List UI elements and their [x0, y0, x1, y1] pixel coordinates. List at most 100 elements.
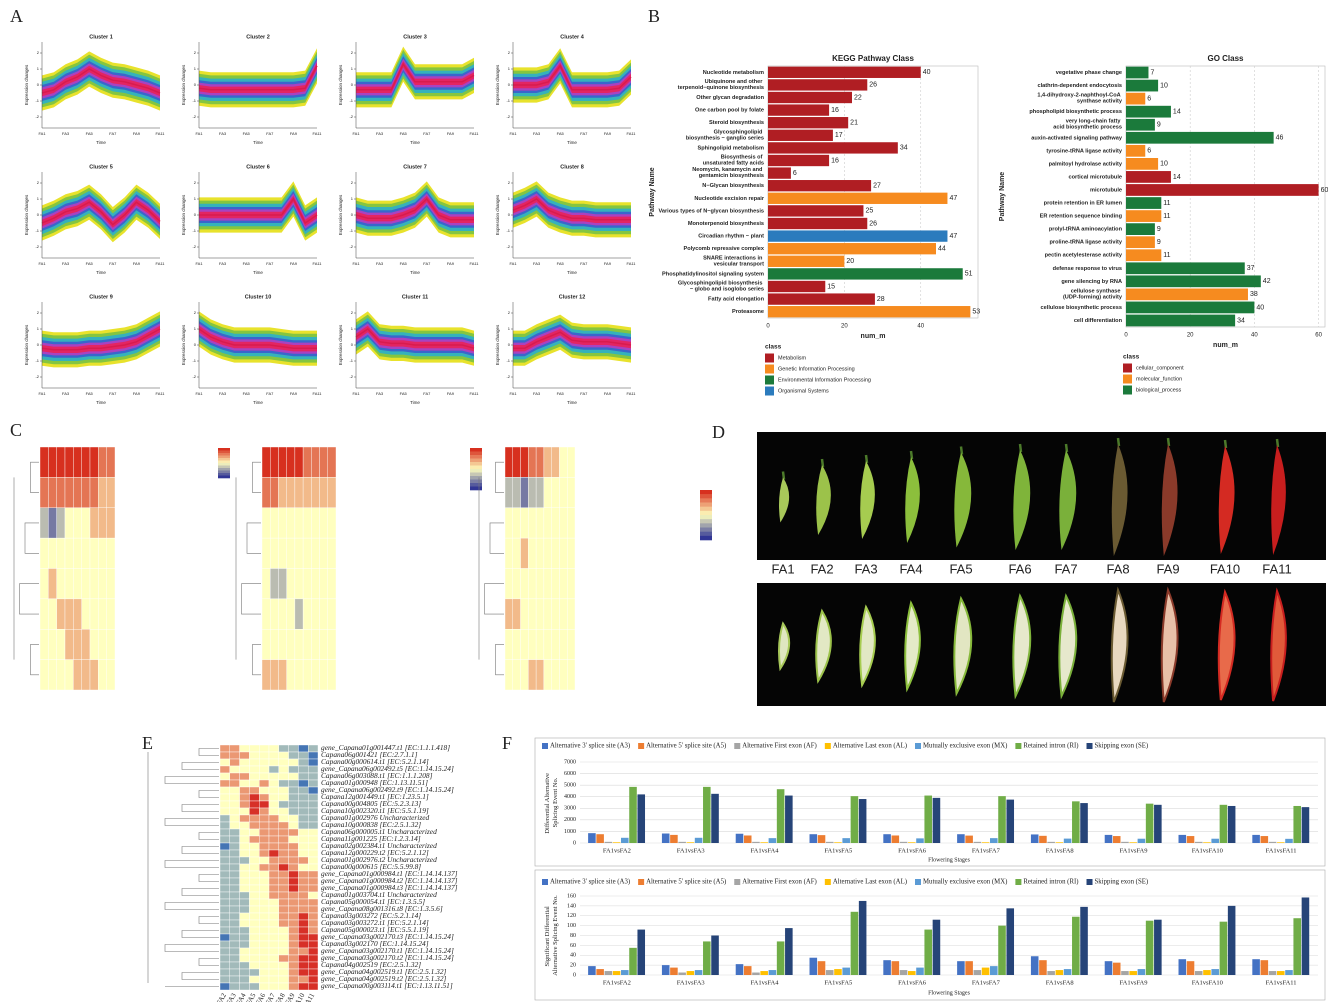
category-label: Phosphatidylinositol signaling system	[662, 271, 764, 277]
x-tick-label: FA7	[423, 261, 431, 266]
bar	[752, 842, 760, 843]
bar	[1203, 970, 1211, 975]
heatmap-cell	[298, 752, 308, 759]
heatmap-cell	[230, 787, 240, 794]
bar	[1039, 836, 1047, 843]
heatmap-cell	[308, 955, 318, 962]
heatmap-cell	[328, 629, 336, 659]
heatmap-cell	[262, 629, 270, 659]
heatmap-cell	[536, 477, 544, 507]
heatmap-cell	[269, 829, 279, 836]
heatmap-cell	[82, 538, 90, 568]
x-tick-label: FA5	[400, 391, 408, 396]
value-label: 27	[873, 183, 881, 190]
heatmap-cell	[513, 629, 521, 659]
chart-title: GO Class	[1207, 54, 1244, 63]
x-axis-label: Time	[567, 400, 577, 405]
colorbar	[470, 469, 482, 473]
heatmap-cell	[528, 508, 536, 538]
x-tick-label: FA5	[400, 261, 408, 266]
heatmap-cell	[249, 808, 259, 815]
bar	[1252, 959, 1260, 975]
bar	[1126, 184, 1319, 196]
heatmap-cell	[308, 745, 318, 752]
colorbar	[218, 461, 230, 464]
heatmap-cell	[48, 447, 56, 477]
heatmap-cell	[57, 660, 65, 690]
bar	[916, 968, 924, 975]
heatmap-cell	[240, 864, 250, 871]
bar	[596, 969, 604, 975]
heatmap-cell	[552, 447, 560, 477]
heatmap-cell	[298, 920, 308, 927]
heatmap-cell	[269, 878, 279, 885]
value-label: 34	[1237, 317, 1245, 324]
heatmap-cell	[259, 920, 269, 927]
x-tick-label: FA1vsFA9	[1120, 979, 1148, 986]
heatmap-cell	[90, 447, 98, 477]
x-tick-label: FA9	[604, 261, 612, 266]
heatmap-cell	[298, 934, 308, 941]
cluster-title: Cluster 7	[403, 164, 427, 170]
heatmap-cell	[48, 538, 56, 568]
heatmap-cell	[240, 780, 250, 787]
heatmap-cell	[308, 822, 318, 829]
heatmap-cell	[249, 864, 259, 871]
heatmap-cell	[287, 538, 295, 568]
heatmap-cell	[269, 766, 279, 773]
bar	[916, 838, 924, 843]
category-label: tyrosine-tRNA ligase activity	[1046, 148, 1123, 154]
heatmap-cell	[559, 660, 567, 690]
bar	[1072, 917, 1080, 975]
heatmap-cell	[298, 976, 308, 983]
legend-swatch	[1015, 743, 1021, 749]
heatmap-cell	[269, 892, 279, 899]
value-label: 9	[1157, 226, 1161, 233]
x-tick-label: FA5	[86, 131, 94, 136]
x-tick-label: FA11	[469, 131, 479, 136]
heatmap-cell	[505, 538, 513, 568]
heatmap-cell	[308, 857, 318, 864]
heatmap-cell	[269, 794, 279, 801]
heatmap-cell	[521, 660, 529, 690]
category-label: auxin-activated signaling pathway	[1031, 135, 1123, 141]
x-tick-label: FA1vsFA5	[824, 847, 852, 854]
heatmap-cell	[328, 538, 336, 568]
photo-bottom	[757, 583, 1326, 706]
heatmap-cell	[328, 660, 336, 690]
bar	[1261, 960, 1269, 975]
heatmap-cell	[295, 447, 303, 477]
heatmap-cell	[308, 983, 318, 990]
heatmap-cell	[230, 843, 240, 850]
bar	[1195, 971, 1203, 975]
heatmap-cell	[259, 850, 269, 857]
heatmap-cell	[289, 850, 299, 857]
heatmap-cell	[308, 752, 318, 759]
bar	[768, 155, 829, 166]
heatmap-cell	[98, 447, 106, 477]
bar	[1031, 834, 1039, 843]
heatmap-cell	[298, 906, 308, 913]
heatmap-cell	[259, 787, 269, 794]
heatmap-cell	[230, 885, 240, 892]
heatmap-cell	[73, 508, 81, 538]
bar	[1105, 835, 1113, 843]
heatmap-cell	[308, 829, 318, 836]
heatmap-cell	[295, 538, 303, 568]
heatmap-cell	[289, 864, 299, 871]
legend-title: class	[1123, 354, 1140, 361]
heatmap-cell	[552, 629, 560, 659]
bar	[974, 842, 982, 843]
heatmap-cell	[513, 599, 521, 629]
bar	[1126, 119, 1155, 131]
heatmap-cell	[220, 780, 230, 787]
colorbar	[470, 459, 482, 463]
bar	[703, 787, 711, 843]
heatmap-cell	[289, 913, 299, 920]
heatmap-cell	[513, 569, 521, 599]
heatmap-cell	[513, 660, 521, 690]
x-tick-label: FA1vsFA11	[1266, 847, 1297, 854]
x-tick-label: FA7	[109, 261, 117, 266]
bar	[1220, 922, 1228, 975]
heatmap-cell	[269, 759, 279, 766]
